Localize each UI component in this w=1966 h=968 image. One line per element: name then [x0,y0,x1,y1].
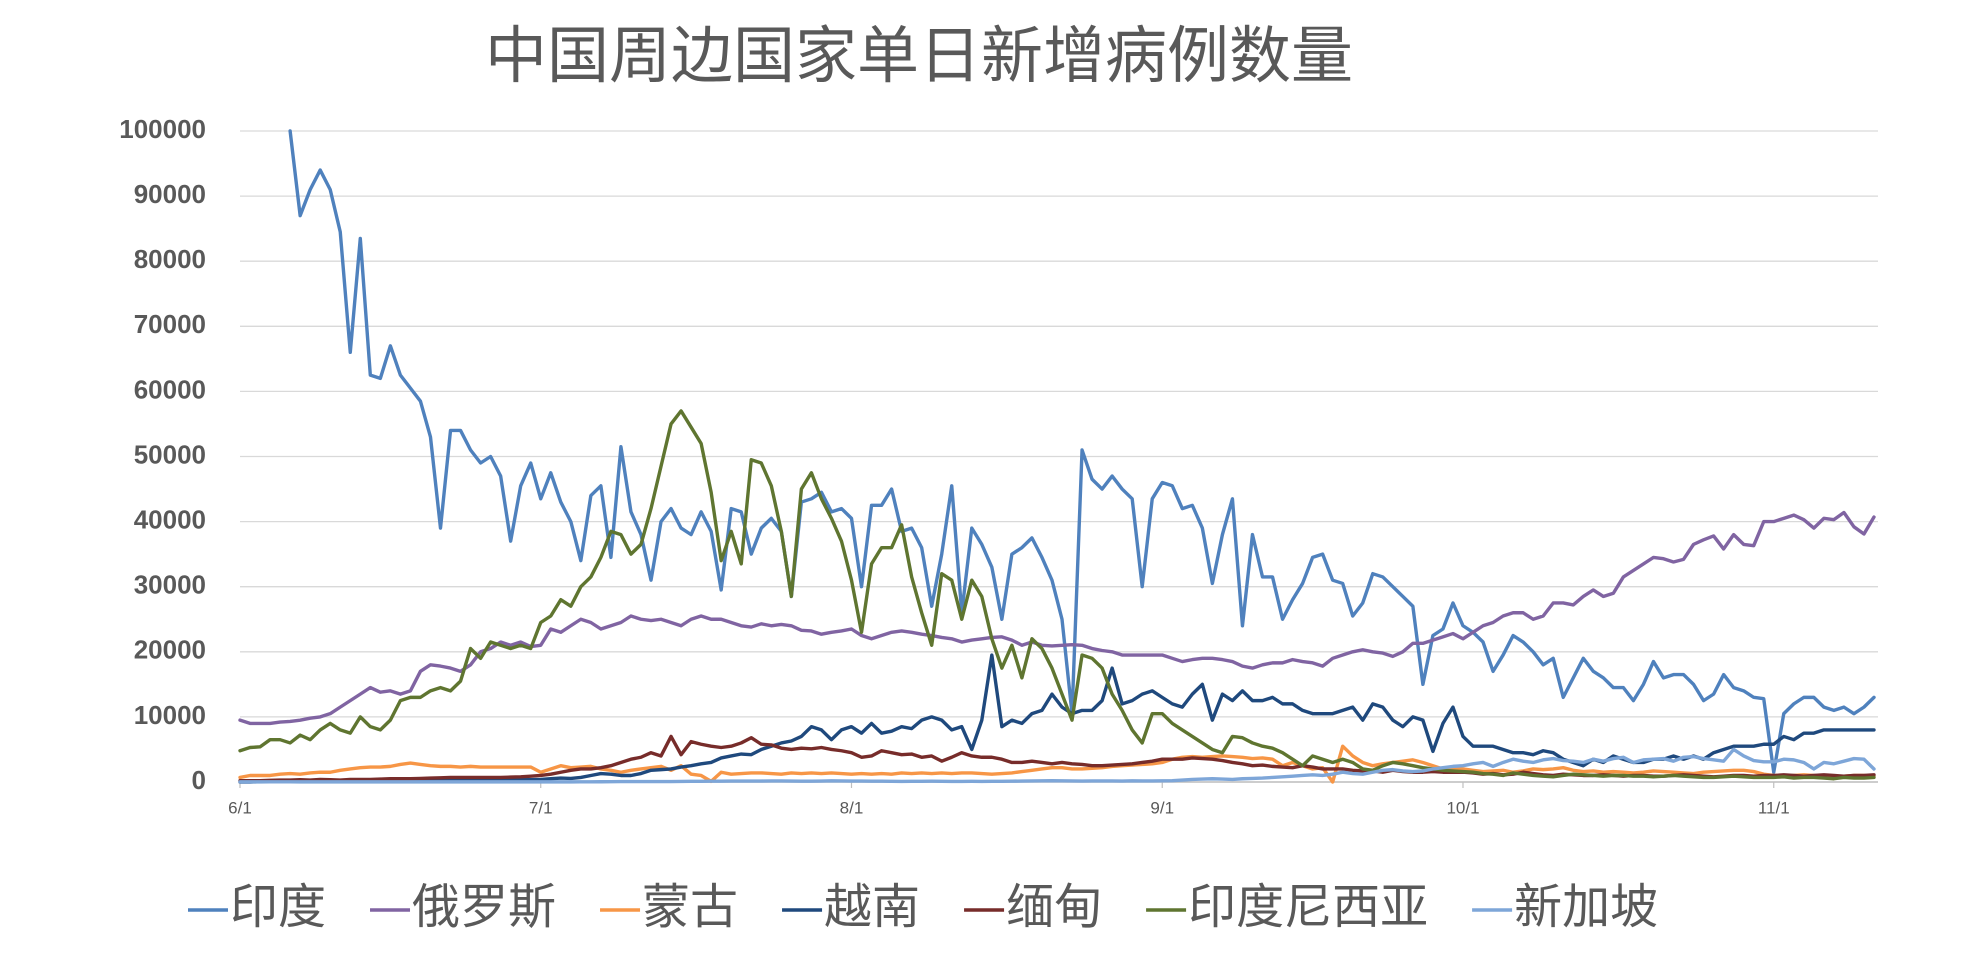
grid: 0 10000 20000 30000 40000 50000 60000 70000 8000… [119,114,1878,817]
y-tick-label: 20000 [134,635,206,665]
y-tick-label: 100000 [119,114,206,144]
y-tick-label: 30000 [134,570,206,600]
legend-label: 新加坡 [1514,879,1658,935]
series-line [238,747,1876,784]
legend-label: 印度尼西亚 [1188,879,1428,935]
x-tick-label: 11/1 [1758,798,1790,817]
legend-label: 蒙古 [642,879,738,935]
y-tick-label: 10000 [134,700,206,730]
y-tick-label: 50000 [134,439,206,469]
x-tick-label: 8/1 [840,798,864,817]
series-line [238,510,1876,726]
series-line [238,409,1876,781]
y-tick-label: 60000 [134,374,206,404]
y-tick-label: 90000 [134,179,206,209]
legend-label: 越南 [824,879,920,935]
x-tick-label: 10/1 [1446,798,1479,817]
legend: 印度 俄罗斯 蒙古 越南 缅甸 印度尼西亚 新加坡 [188,879,1658,935]
series-line [238,744,1876,784]
y-tick-label: 0 [192,765,206,795]
legend-label: 缅甸 [1006,879,1102,935]
y-tick-label: 80000 [134,244,206,274]
legend-label: 印度 [230,879,326,935]
x-tick-label: 7/1 [529,798,553,817]
y-tick-label: 70000 [134,309,206,339]
chart-title: 中国周边国家单日新增病例数量 [485,19,1353,92]
x-tick-label: 6/1 [228,798,252,817]
plot-area [238,129,1876,784]
legend-label: 俄罗斯 [412,879,556,935]
x-tick-label: 9/1 [1150,798,1174,817]
y-tick-label: 40000 [134,504,206,534]
series-line [288,129,1876,774]
